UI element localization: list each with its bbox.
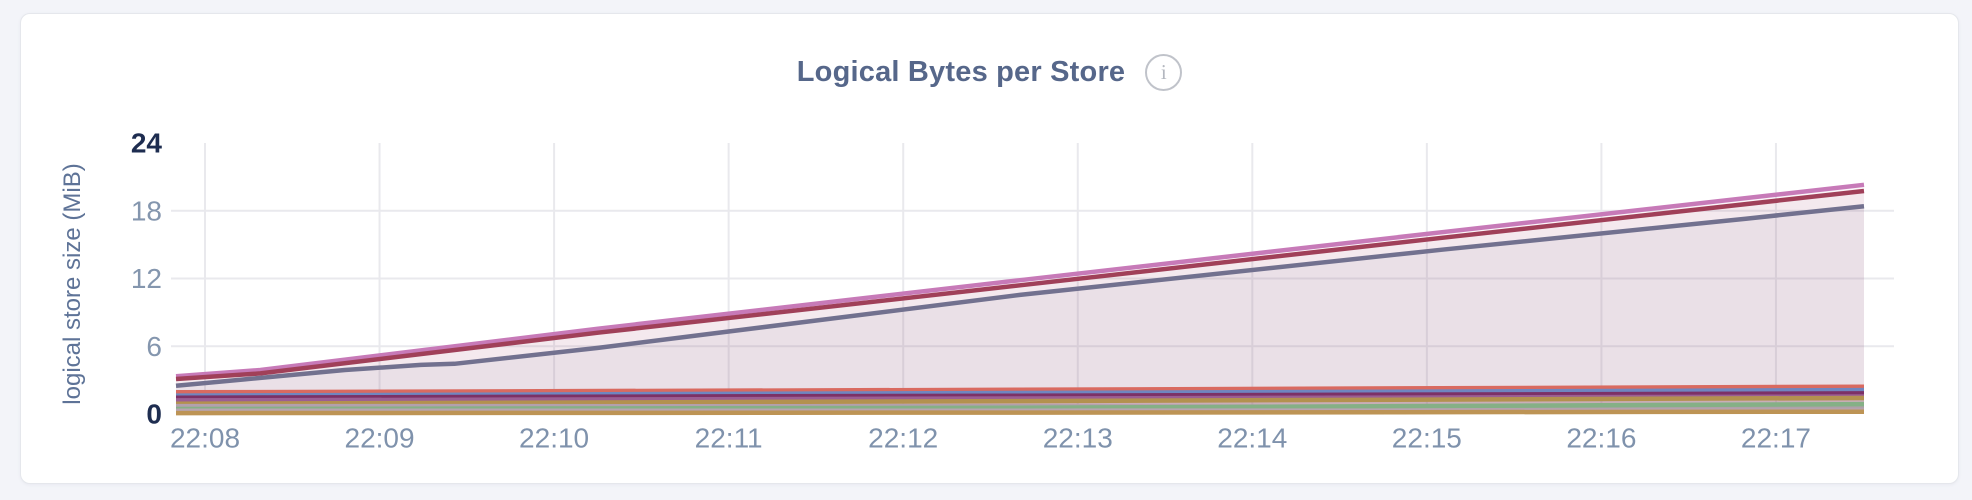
x-tick-label: 22:10 xyxy=(519,423,589,454)
series-area-series-3-slate xyxy=(176,206,1864,414)
y-tick-label: 12 xyxy=(131,263,162,294)
series-line-series-2-crimson xyxy=(175,188,1865,382)
series-line-series-8-tan xyxy=(175,395,1865,407)
series-line-series-3-slate xyxy=(175,203,1865,389)
x-tick-label: 22:11 xyxy=(695,423,763,454)
y-tick-label: 24 xyxy=(131,128,163,159)
series-line-series-5-blue xyxy=(175,387,1865,398)
x-tick-label: 22:12 xyxy=(868,423,938,454)
series-line-series-1-orchid xyxy=(175,182,1865,379)
y-tick-label: 6 xyxy=(146,331,162,362)
chart-header: Logical Bytes per Store i xyxy=(21,54,1958,91)
x-tick-label: 22:08 xyxy=(170,423,240,454)
x-tick-label: 22:15 xyxy=(1392,423,1462,454)
x-tick-label: 22:13 xyxy=(1043,423,1113,454)
chart-title: Logical Bytes per Store xyxy=(796,56,1126,88)
series-line-series-6-maroon xyxy=(175,391,1865,400)
metric-card: Logical Bytes per Store i logical store … xyxy=(20,13,1959,484)
x-tick-label: 22:16 xyxy=(1566,423,1636,454)
x-tick-label: 22:17 xyxy=(1741,423,1811,454)
y-tick-label: 0 xyxy=(146,399,162,430)
chart-canvas[interactable]: 0 6 12 18 24 22:08 22:09 22:10 22:11 22:12 22:13 22… xyxy=(21,14,1958,483)
y-tick-label: 18 xyxy=(131,195,162,226)
info-icon[interactable]: i xyxy=(1145,54,1183,91)
series-area-series-2-crimson xyxy=(176,191,1864,414)
x-tick-label: 22:09 xyxy=(345,423,415,454)
series-line-series-12-amber xyxy=(175,409,1865,416)
x-tick-label: 22:14 xyxy=(1217,423,1287,454)
series-line-series-4-salmon xyxy=(175,384,1865,395)
series-area-series-1-orchid xyxy=(176,184,1864,414)
